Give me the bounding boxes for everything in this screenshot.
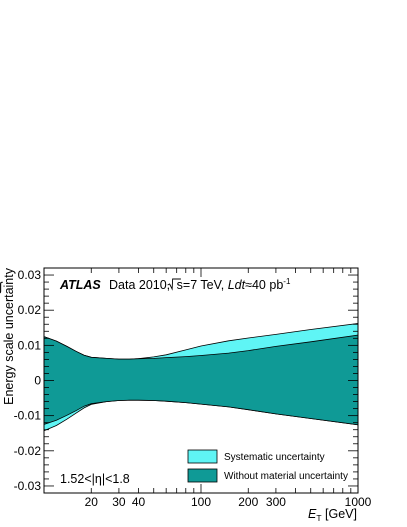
energy-label: =7 TeV, — [183, 278, 228, 292]
x-tick-label: 1000 — [345, 495, 372, 509]
data-year-label: Data 2010, — [109, 278, 174, 292]
y-tick-label: -0.02 — [14, 444, 42, 458]
y-tick-label: 0.02 — [18, 303, 42, 317]
sqrt-s-label: s — [177, 278, 183, 292]
x-axis-title-main: E — [308, 507, 317, 521]
x-tick-label: 30 — [112, 495, 126, 509]
y-tick-label: 0.01 — [18, 338, 42, 352]
eta-range-label: 1.52<|η|<1.8 — [60, 472, 130, 486]
legend-label-without-material: Without material uncertainty — [224, 471, 348, 482]
x-tick-label: 40 — [132, 495, 146, 509]
y-tick-label: 0 — [34, 374, 41, 388]
y-tick-label: 0.03 — [18, 268, 42, 282]
x-axis-ticks: 20 30 40 100 200 300 1000 — [43, 268, 372, 509]
x-axis-title-sub: T — [316, 513, 321, 523]
x-axis-title-unit: [GeV] — [322, 507, 357, 521]
legend-swatch-systematic — [187, 449, 218, 464]
integrated-luminosity-label: Ldt — [228, 278, 246, 292]
legend-label-systematic: Systematic uncertainty — [224, 452, 325, 463]
y-axis-ticks: 0.03 0.02 0.01 0 -0.01 -0.02 -0.03 — [14, 267, 358, 494]
integral-symbol: ∫ — [0, 280, 3, 294]
uncertainty-bands — [43, 323, 359, 432]
dataset-label: Data 2010, s=7 TeV, Ldt≈40 pb-1 — [109, 277, 291, 292]
x-tick-label: 300 — [266, 495, 286, 509]
x-tick-label: 20 — [85, 495, 99, 509]
x-tick-label: 100 — [191, 495, 211, 509]
y-axis-title: Energy scale uncertainty — [2, 267, 16, 405]
y-tick-label: -0.01 — [14, 409, 42, 423]
luminosity-value: ≈40 pb — [245, 278, 283, 292]
y-tick-label: -0.03 — [14, 479, 42, 493]
x-tick-label: 200 — [238, 495, 258, 509]
legend-swatch-without-material — [187, 468, 218, 483]
legend: Systematic uncertainty Without material … — [187, 449, 348, 483]
luminosity-exponent: -1 — [283, 277, 291, 286]
sqrt-symbol — [167, 278, 181, 291]
atlas-label: ATLAS — [59, 278, 101, 292]
x-axis-title: ET [GeV] — [308, 507, 357, 523]
